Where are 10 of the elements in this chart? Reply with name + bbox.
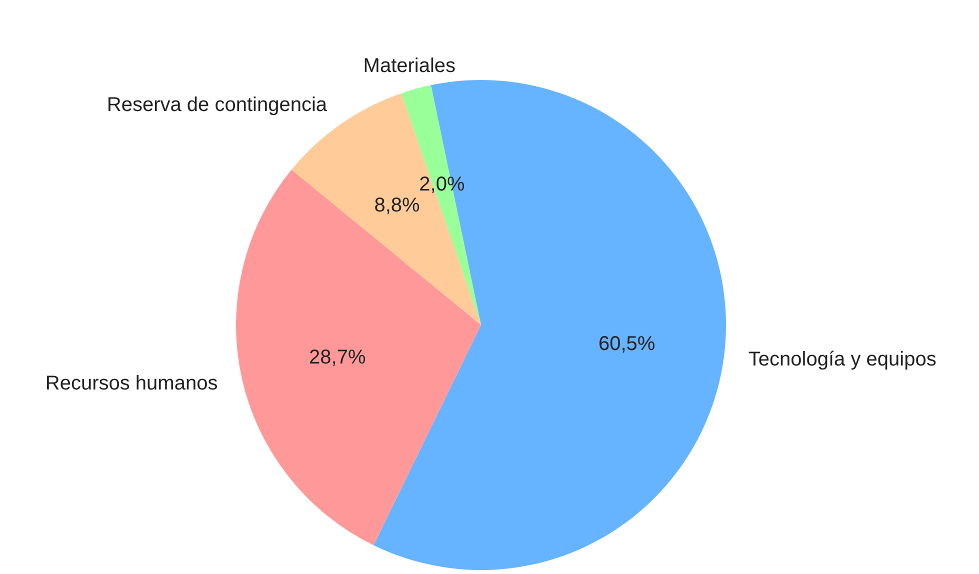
- slice-label: Materiales: [363, 55, 456, 78]
- pie-slice: [236, 170, 481, 546]
- slice-label: Reserva de contingencia: [106, 94, 328, 116]
- pie-slice: [374, 80, 726, 570]
- data-label: 8,8%: [374, 194, 420, 216]
- slice-label: Recursos humanos: [45, 372, 218, 395]
- slice-label: Tecnología y equipos: [748, 348, 936, 370]
- data-label: 60,5%: [598, 333, 656, 356]
- data-label: 28,7%: [309, 346, 366, 368]
- data-label: 2,0%: [419, 173, 465, 196]
